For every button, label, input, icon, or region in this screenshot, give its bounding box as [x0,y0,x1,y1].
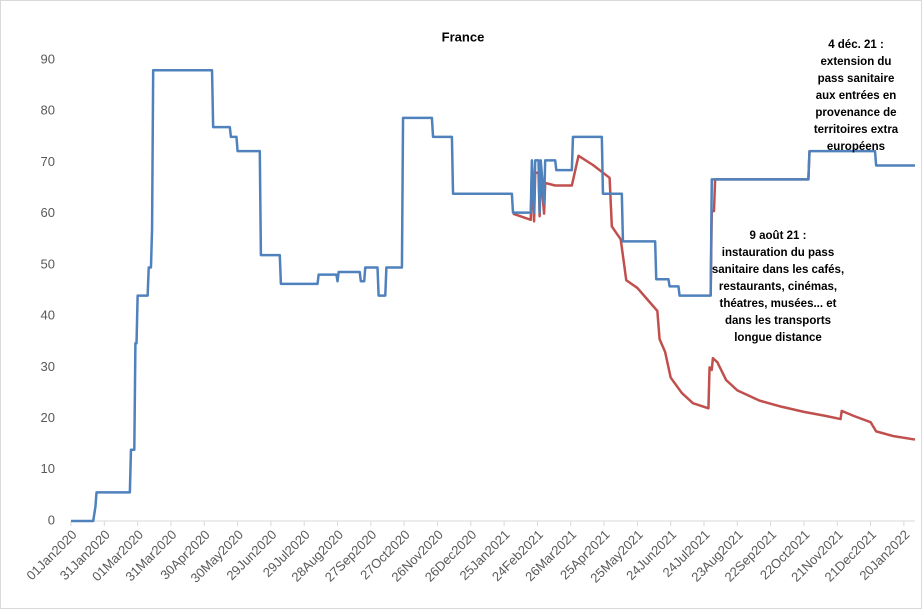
annotation: longue distance [734,332,822,344]
annotation: instauration du pass [722,247,834,259]
annotation: pass sanitaire [818,73,895,85]
annotation: restaurants, cinémas, [719,281,837,293]
annotation: européens [827,141,885,153]
y-tick-label: 60 [41,205,55,220]
y-tick-label: 90 [41,51,55,66]
y-tick-label: 20 [41,410,55,425]
y-tick-label: 80 [41,103,55,118]
y-tick-label: 50 [41,256,55,271]
annotation: 9 août 21 : [750,230,807,242]
y-tick-label: 30 [41,359,55,374]
chart-title: France [442,29,485,44]
y-tick-label: 40 [41,308,55,323]
y-tick-label: 10 [41,461,55,476]
annotation: territoires extra [814,124,899,136]
annotation: 4 déc. 21 : [828,39,884,51]
y-tick-label: 0 [48,512,55,527]
y-tick-label: 70 [41,154,55,169]
annotation: extension du [821,56,892,68]
annotation: dans les transports [725,315,831,327]
annotation: sanitaire dans les cafés, [712,264,844,276]
annotation: aux entrées en [816,90,897,102]
annotation: théatres, musées... et [720,298,837,310]
series-line [71,68,915,523]
annotation: provenance de [815,107,896,119]
